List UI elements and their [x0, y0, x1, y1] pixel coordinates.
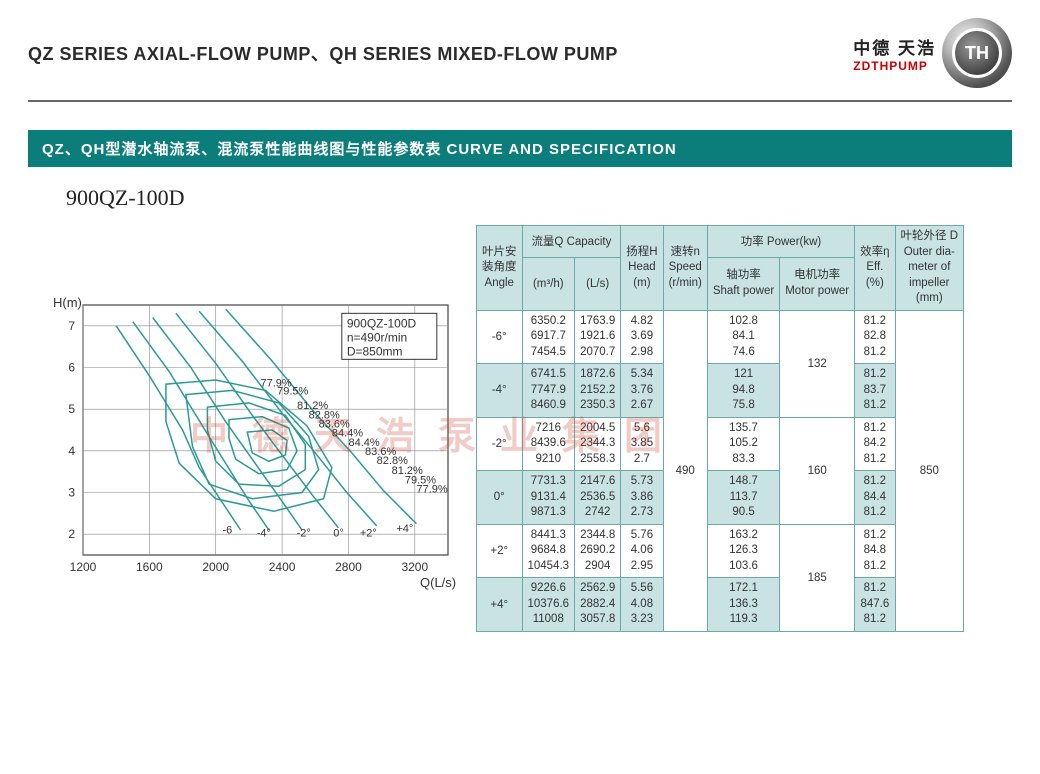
svg-text:6: 6	[68, 361, 75, 375]
logo-cn: 中德 天浩	[853, 34, 936, 59]
model-label: 900QZ-100D	[66, 185, 1040, 211]
svg-text:77.9%: 77.9%	[416, 484, 447, 496]
svg-text:2400: 2400	[269, 560, 296, 574]
svg-text:-2°: -2°	[297, 527, 311, 539]
angle-cell: 0°	[477, 471, 523, 525]
spec-table: 叶片安装角度Angle流量Q Capacity扬程HHead(m)速转nSpee…	[476, 225, 964, 632]
svg-text:H(m): H(m)	[53, 295, 82, 310]
performance-chart: 1200 1600 2000 2400 2800 3200 2 3 4 5 6 7 H(m) Q(L/s)…	[28, 295, 458, 608]
svg-text:+2°: +2°	[360, 527, 377, 539]
angle-cell: +2°	[477, 524, 523, 578]
svg-text:+4°: +4°	[396, 523, 413, 535]
divider	[28, 100, 1012, 102]
svg-text:n=490r/min: n=490r/min	[347, 330, 407, 344]
page-title: QZ SERIES AXIAL-FLOW PUMP、QH SERIES MIXE…	[28, 40, 618, 66]
svg-text:D=850mm: D=850mm	[347, 344, 403, 358]
svg-text:79.5%: 79.5%	[277, 386, 308, 398]
svg-text:-6: -6	[222, 524, 232, 536]
section-banner: QZ、QH型潜水轴流泵、混流泵性能曲线图与性能参数表 CURVE AND SPE…	[28, 130, 1012, 167]
svg-text:4: 4	[68, 444, 75, 458]
svg-text:3200: 3200	[401, 560, 428, 574]
spec-table-wrap: 叶片安装角度Angle流量Q Capacity扬程HHead(m)速转nSpee…	[476, 225, 1020, 632]
angle-cell: -4°	[477, 364, 523, 418]
angle-cell: -2°	[477, 417, 523, 471]
svg-text:2800: 2800	[335, 560, 362, 574]
svg-text:900QZ-100D: 900QZ-100D	[347, 316, 417, 330]
svg-text:Q(L/s): Q(L/s)	[420, 575, 456, 590]
svg-text:1200: 1200	[70, 560, 97, 574]
svg-text:0°: 0°	[333, 527, 344, 539]
svg-text:-4°: -4°	[257, 527, 271, 539]
angle-cell: +4°	[477, 578, 523, 632]
svg-text:7: 7	[68, 319, 75, 333]
logo-en: ZDTHPUMP	[853, 59, 936, 73]
svg-text:3: 3	[68, 486, 75, 500]
logo-badge-icon: TH	[942, 18, 1012, 88]
angle-cell: -6°	[477, 310, 523, 364]
svg-text:5: 5	[68, 402, 75, 416]
svg-text:1600: 1600	[136, 560, 163, 574]
logo: 中德 天浩 ZDTHPUMP TH	[853, 18, 1012, 88]
svg-text:2000: 2000	[202, 560, 229, 574]
svg-text:2: 2	[68, 527, 75, 541]
